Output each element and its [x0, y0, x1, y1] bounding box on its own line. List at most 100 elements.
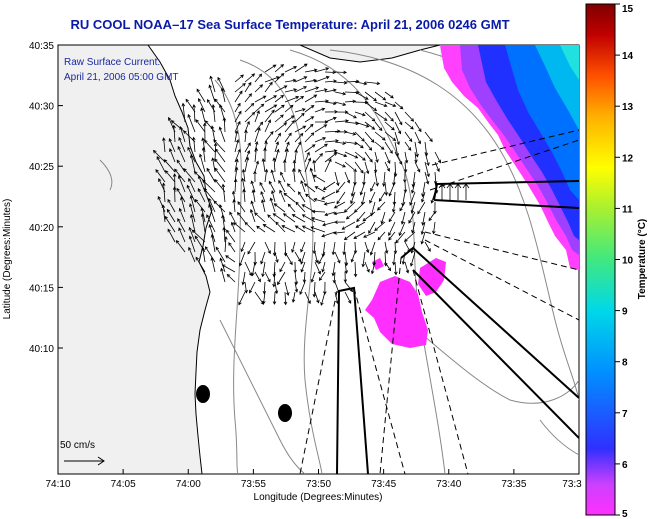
current-vector — [384, 131, 397, 142]
current-vector — [188, 177, 196, 193]
current-vector — [314, 143, 328, 153]
current-vector — [334, 130, 348, 134]
current-vector — [374, 121, 383, 132]
current-vector — [202, 122, 207, 143]
current-vector — [267, 214, 276, 223]
current-vector — [421, 191, 426, 203]
current-vector — [414, 121, 422, 133]
current-vector — [374, 101, 388, 107]
current-vector — [344, 281, 354, 293]
current-vector — [233, 178, 238, 193]
current-vector — [231, 190, 236, 203]
current-vector — [272, 213, 286, 223]
current-vector — [284, 88, 298, 93]
current-vector — [414, 141, 419, 158]
y-tick-label: 40:20 — [29, 223, 54, 234]
current-vector — [356, 211, 366, 223]
current-vector — [244, 81, 252, 93]
current-vector — [364, 81, 381, 86]
current-vector — [274, 251, 279, 264]
current-vector — [234, 138, 240, 153]
current-vector — [394, 121, 402, 135]
x-tick-label: 73:35 — [501, 479, 526, 490]
colorbar-tick-label: 7 — [622, 409, 628, 420]
current-vector — [188, 246, 196, 263]
current-vector — [403, 161, 408, 173]
current-vector — [318, 271, 326, 281]
current-vector — [314, 75, 330, 83]
current-vector — [374, 221, 386, 232]
colorbar — [585, 3, 616, 516]
current-vector — [294, 225, 306, 233]
current-vector — [401, 251, 406, 265]
current-vector — [241, 271, 246, 286]
current-vector — [222, 226, 226, 243]
current-vector — [259, 181, 266, 193]
current-vector — [275, 221, 286, 233]
current-vector — [254, 73, 263, 83]
current-vector — [206, 214, 216, 233]
current-vector — [272, 291, 277, 305]
current-vector — [428, 211, 436, 222]
current-vector — [314, 124, 328, 133]
current-vector — [211, 103, 216, 123]
current-vector — [244, 120, 250, 133]
current-vector — [203, 139, 216, 153]
current-vector — [244, 93, 253, 103]
current-vector — [260, 251, 266, 265]
current-vector — [353, 261, 358, 278]
current-vector — [324, 116, 337, 123]
current-vector — [161, 204, 166, 223]
x-tick-label: 73:50 — [306, 479, 331, 490]
current-vector — [321, 191, 336, 200]
current-vector — [294, 76, 308, 83]
current-vector — [284, 281, 290, 297]
current-vector — [364, 161, 370, 175]
current-vector — [399, 201, 406, 212]
current-vector — [238, 251, 246, 267]
current-vector — [241, 168, 246, 183]
current-vector — [333, 211, 346, 216]
current-vector — [181, 102, 186, 123]
current-vector — [274, 132, 281, 143]
current-vector — [280, 171, 286, 183]
current-vector — [312, 241, 317, 255]
current-vector — [274, 114, 284, 123]
current-vector — [195, 119, 206, 133]
current-vector — [323, 201, 336, 206]
current-vector — [264, 119, 271, 133]
current-vector — [226, 273, 236, 283]
current-vector — [249, 281, 256, 294]
current-vector — [324, 70, 337, 75]
current-vector — [394, 261, 398, 276]
current-vector — [350, 181, 356, 197]
current-vector — [242, 188, 246, 203]
current-vector — [162, 137, 166, 153]
current-vector — [304, 123, 314, 133]
current-vector — [192, 104, 196, 123]
current-vector — [249, 208, 256, 223]
current-vector — [300, 241, 306, 253]
current-vector — [196, 88, 206, 103]
current-vector — [168, 138, 176, 153]
current-vector — [274, 122, 288, 133]
current-vector — [291, 241, 296, 254]
current-vector — [234, 102, 241, 113]
x-tick-label: 74:00 — [176, 479, 201, 490]
current-vector — [314, 107, 326, 113]
current-vector — [291, 291, 296, 303]
current-time: April 21, 2006 05:00 GMT — [64, 72, 179, 83]
current-vector — [187, 146, 196, 163]
current-vector — [213, 139, 226, 153]
current-vector — [333, 231, 346, 235]
current-vector — [234, 82, 246, 93]
current-vector — [178, 136, 186, 153]
current-vector — [334, 251, 341, 264]
current-vector — [183, 167, 196, 183]
colorbar-label: Temperature (°C) — [637, 219, 648, 300]
current-vector — [391, 201, 396, 213]
current-vector — [410, 241, 416, 254]
current-vector — [244, 111, 256, 123]
current-vector — [264, 104, 278, 113]
current-vector — [314, 88, 328, 93]
